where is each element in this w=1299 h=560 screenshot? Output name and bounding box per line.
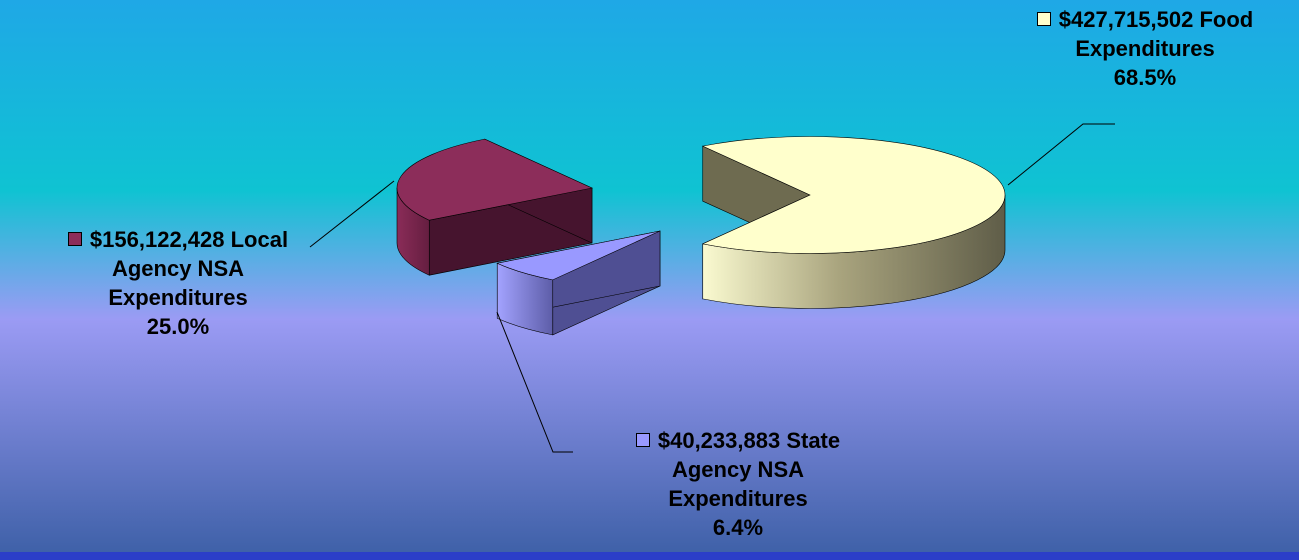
slice-label-text: Agency NSA — [671, 457, 805, 482]
slice-label-text: Expenditures — [108, 285, 248, 310]
slice-percent-label: 68.5% — [1113, 65, 1177, 90]
pie-slice-local-agency-nsa-expenditures — [396, 138, 593, 276]
slice-label-text: Agency NSA — [111, 256, 245, 281]
pie-slice-food-expenditures — [701, 136, 1006, 309]
pie-slices — [396, 136, 1006, 336]
pie-slice-state-agency-nsa-expenditures — [496, 230, 661, 336]
slice-label-text: $427,715,502 Food — [1058, 7, 1254, 32]
slice-label-text: Expenditures — [668, 486, 808, 511]
slice-label-text: Expenditures — [1075, 36, 1215, 61]
slice-label-text: $156,122,428 Local — [89, 227, 289, 252]
leader-line-local — [309, 180, 395, 248]
slice-label-text: $40,233,883 State — [657, 428, 841, 453]
leader-line-state — [496, 311, 573, 453]
slice-percent-label: 6.4% — [712, 515, 764, 540]
slice-percent-label: 25.0% — [146, 314, 210, 339]
leader-lines — [309, 123, 1115, 453]
label-state: $40,233,883 State Agency NSA Expenditures 6… — [568, 426, 908, 542]
legend-key-icon — [67, 232, 82, 246]
label-local: $156,122,428 Local Agency NSA Expenditures… — [8, 225, 348, 341]
legend-key-icon — [1036, 12, 1051, 26]
legend-key-icon — [635, 433, 650, 447]
footer-bar — [0, 552, 1299, 560]
leader-line-food — [1007, 123, 1115, 186]
label-food: $427,715,502 Food Expenditures 68.5% — [995, 5, 1295, 92]
